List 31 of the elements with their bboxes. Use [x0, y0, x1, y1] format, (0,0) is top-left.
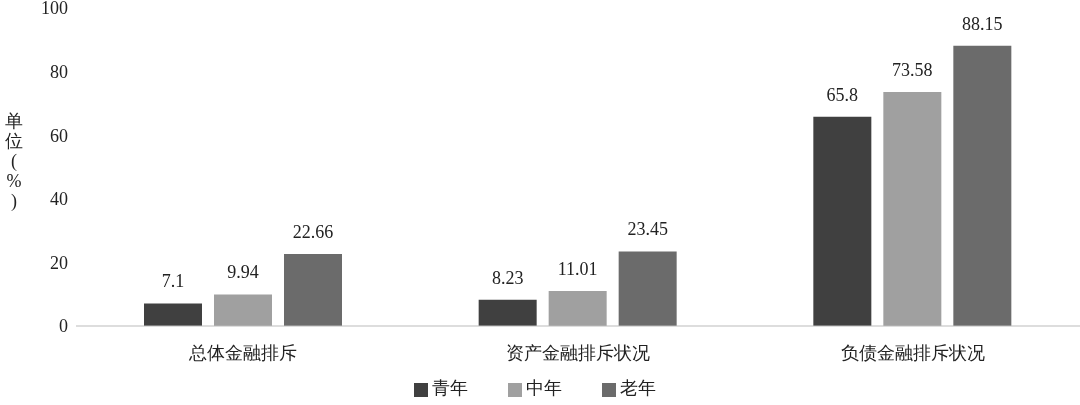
bar — [883, 92, 942, 326]
bar — [618, 251, 677, 326]
bar — [953, 45, 1012, 326]
bar — [284, 253, 342, 326]
bar — [478, 299, 537, 326]
data-label: 7.1 — [161, 271, 185, 292]
x-tick-label: 资产金融排斥状况 — [506, 342, 650, 363]
y-tick-label: 40 — [50, 189, 68, 210]
y-axis-title: 单位(%) — [5, 111, 23, 212]
data-label: 8.23 — [491, 267, 524, 288]
y-tick-label: 20 — [50, 252, 68, 273]
legend-label: 青年 — [432, 378, 468, 398]
bar — [548, 290, 607, 326]
data-label: 88.15 — [962, 13, 1003, 34]
x-tick-label: 负债金融排斥状况 — [840, 342, 985, 363]
bar — [813, 116, 872, 326]
legend-label: 老年 — [620, 378, 656, 398]
bar — [214, 294, 272, 326]
data-label: 9.94 — [227, 262, 259, 283]
data-label: 65.8 — [826, 84, 859, 105]
data-label: 23.45 — [627, 219, 668, 240]
bar — [144, 303, 202, 326]
y-tick-label: 80 — [50, 61, 68, 82]
data-label: 22.66 — [292, 221, 334, 242]
data-label: 73.58 — [892, 60, 933, 81]
y-tick-label: 60 — [50, 125, 68, 146]
y-tick-label: 100 — [41, 0, 68, 19]
y-tick-label: 0 — [59, 316, 68, 337]
data-label: 11.01 — [557, 258, 598, 279]
x-tick-label: 总体金融排斥 — [188, 342, 298, 363]
legend-label: 中年 — [526, 378, 562, 398]
